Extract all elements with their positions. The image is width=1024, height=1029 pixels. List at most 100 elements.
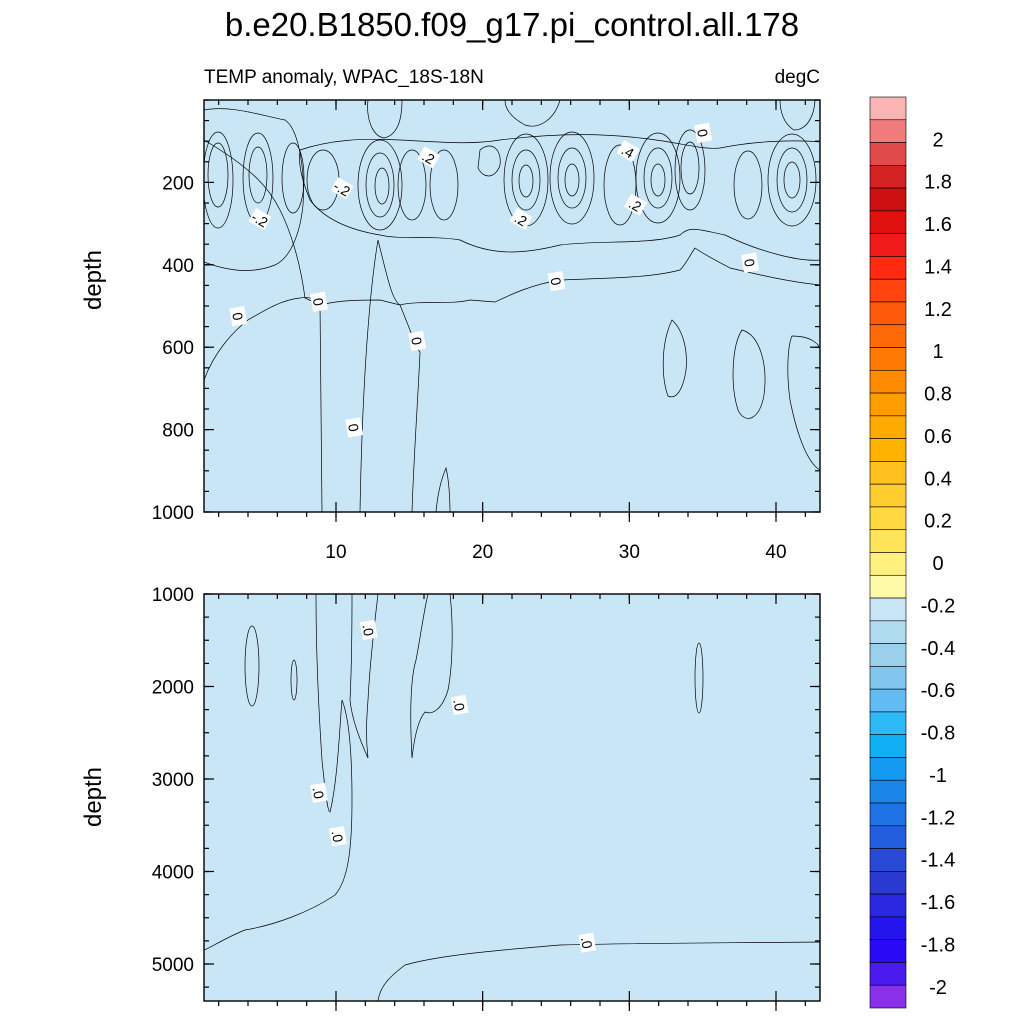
upper-cold-cell-7: [680, 141, 700, 195]
contour-label: .0: [450, 694, 469, 716]
colorbar-label: -1.4: [921, 850, 955, 872]
lower-positive-sliver-a: [349, 594, 379, 759]
upper-cold-top-3: [779, 100, 816, 131]
y-tick-label: 1000: [152, 585, 194, 606]
upper-contour-labels: -.2 -.2 .2 .2 .4 .2 0 0 0 0 0 0 0: [229, 122, 760, 438]
colorbar-label: 0.2: [924, 511, 952, 533]
lower-panel: 1000 2000 3000 4000 5000 .0 .0 .0 .0 .0 depth: [80, 585, 821, 1011]
colorbar-label: 0: [932, 553, 943, 575]
upper-warm-cell-8: [511, 149, 541, 211]
colorbar-label: -1: [929, 765, 947, 787]
colorbar-swatch: [869, 711, 907, 735]
contour-label-bg: [330, 177, 354, 200]
upper-cold-cell-5: [281, 142, 305, 214]
upper-x-ticks: [218, 100, 806, 522]
contour-label-bg: [309, 291, 328, 312]
colorbar-swatch: [869, 825, 907, 849]
colorbar-swatch: [869, 552, 907, 576]
colorbar-swatch: [869, 916, 907, 940]
colorbar-swatch: [869, 871, 907, 895]
upper-y-ticks: 200 400 600 800 1000: [152, 99, 820, 524]
contour-label-text: .0: [329, 829, 347, 843]
y-tick-label: 4000: [152, 863, 194, 884]
colorbar: 2 1.8 1.6 1.4 1.2 1 0.8 0.6 0.4 0.2 0 -0.2 -0.4 -0.6 -…: [869, 96, 955, 1009]
contour-label-bg: [547, 271, 566, 292]
colorbar-label: 0.6: [924, 426, 952, 448]
upper-warm-cell-19: [783, 161, 801, 199]
upper-warm-cell-12: [564, 163, 580, 197]
colorbar-swatch: [869, 939, 907, 963]
upper-panel: 200 400 600 800 1000 -.2 -.2 .2 .2 .4 .2 0 0 0 0 0 0 0 d…: [80, 99, 821, 524]
contour-label-text: 0: [229, 311, 246, 322]
upper-cold-west-cells: [204, 108, 304, 271]
colorbar-swatch: [869, 256, 907, 280]
contour-label-bg: [623, 193, 647, 216]
contour-label-text: 0: [408, 336, 425, 347]
upper-warm-cell-9: [518, 164, 534, 198]
colorbar-swatch: [869, 369, 907, 394]
contour-label-text: 0: [310, 297, 327, 308]
y-tick-label: 400: [162, 256, 194, 277]
upper-background-negative: [204, 100, 820, 512]
contour-label-bg: [578, 932, 597, 953]
y-tick-label: 3000: [152, 770, 194, 791]
contour-label-bg: [616, 140, 640, 163]
contour-label-bg: [229, 306, 248, 327]
colorbar-label: -0.6: [921, 680, 955, 702]
contour-label-text: .0: [310, 786, 328, 800]
colorbar-swatch: [869, 620, 907, 644]
lower-positive-west: [204, 594, 353, 951]
upper-warm-cell-5: [397, 149, 427, 221]
contour-label: 0: [547, 271, 566, 292]
colorbar-swatch: [869, 779, 907, 804]
contour-label-text: 0: [741, 258, 758, 269]
upper-warm-cell-2: [357, 139, 403, 231]
contour-label: -.2: [248, 208, 272, 231]
contour-label-bg: [450, 694, 469, 716]
chart-subtitle-left: TEMP anomaly, WPAC_18S-18N: [204, 67, 484, 88]
colorbar-swatch: [869, 962, 907, 986]
colorbar-swatch: [869, 688, 907, 713]
upper-cold-top-2: [504, 100, 561, 127]
colorbar-label: 2: [932, 129, 943, 151]
upper-negative-pocket-1: [662, 319, 687, 398]
colorbar-swatch: [869, 848, 907, 872]
colorbar-label: -0.8: [921, 723, 955, 745]
upper-warm-band: [299, 134, 820, 261]
colorbar-swatch: [869, 483, 907, 508]
colorbar-swatches: [869, 96, 907, 1009]
lower-y-axis-label: depth: [80, 767, 107, 827]
colorbar-swatch: [869, 666, 907, 690]
x-tick-labels: 10 20 30 40: [325, 542, 786, 563]
contour-label: .0: [359, 619, 378, 641]
contour-label-bg: [408, 330, 427, 352]
contour-label: 0: [408, 330, 427, 352]
lower-positive-blob-2: [290, 659, 298, 701]
upper-cold-cell-4: [248, 146, 268, 204]
upper-warm-cell-15: [643, 147, 673, 209]
lower-positive-blob-3: [694, 642, 704, 714]
contour-label: -.2: [330, 177, 354, 200]
upper-cold-cell-6: [674, 129, 706, 211]
colorbar-label: 0.8: [924, 384, 952, 406]
colorbar-swatch: [869, 233, 907, 257]
contour-label: 0: [345, 417, 364, 438]
contour-label: .2: [509, 208, 533, 231]
colorbar-swatch: [869, 643, 907, 667]
contour-label: 0: [741, 252, 760, 273]
colorbar-label: 0.4: [924, 468, 952, 490]
colorbar-swatch: [869, 461, 907, 485]
colorbar-label: 1.6: [924, 214, 952, 236]
colorbar-label: 1.2: [924, 299, 952, 321]
contour-label: .0: [310, 782, 328, 803]
lower-positive-bottom: [377, 941, 820, 1001]
upper-positive-sliver: [435, 466, 451, 512]
contour-label-text: -.2: [249, 208, 271, 230]
colorbar-label: 1.4: [924, 256, 952, 278]
contour-label: .2: [417, 146, 441, 169]
colorbar-swatch: [869, 893, 907, 918]
upper-warm-cell-14: [635, 132, 681, 224]
colorbar-swatch: [869, 210, 907, 234]
colorbar-swatch: [869, 119, 907, 143]
